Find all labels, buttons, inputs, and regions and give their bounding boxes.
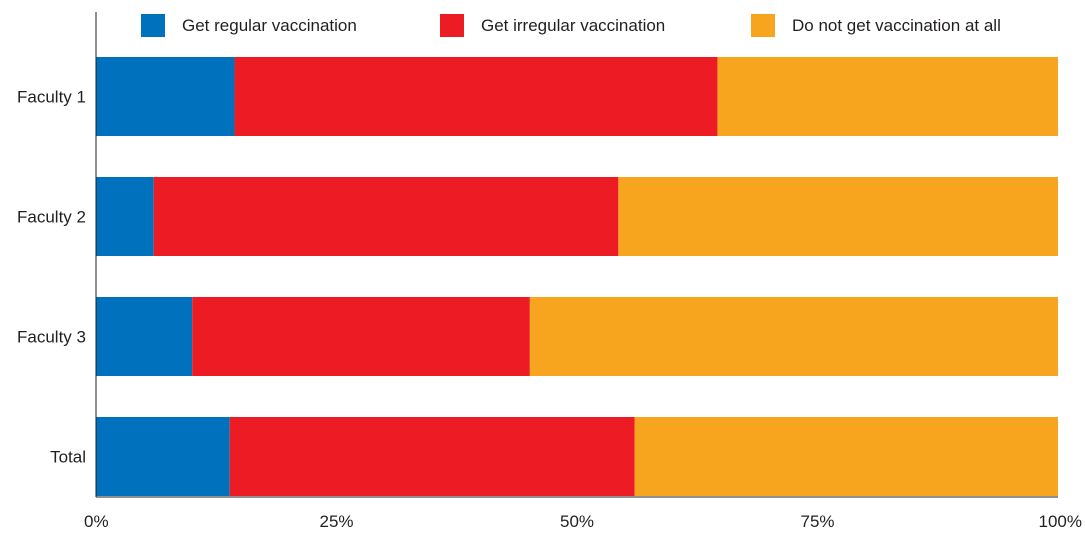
- legend-label-get-regular-vaccination: Get regular vaccination: [182, 16, 357, 35]
- legend-swatch-get-irregular-vaccination: [440, 14, 464, 37]
- x-tick-label-0: 0%: [84, 512, 109, 531]
- bar-faculty-3-do-not-get-vaccination-at-all: [529, 297, 1058, 376]
- legend-item-get-irregular-vaccination: Get irregular vaccination: [440, 14, 665, 37]
- legend-label-do-not-get-vaccination-at-all: Do not get vaccination at all: [792, 16, 1001, 35]
- bar-total-get-irregular-vaccination: [229, 417, 635, 496]
- bar-total-get-regular-vaccination: [96, 417, 230, 496]
- x-tick-label-50: 50%: [560, 512, 594, 531]
- bar-faculty-3-get-regular-vaccination: [96, 297, 193, 376]
- bar-faculty-2-get-irregular-vaccination: [153, 177, 619, 256]
- bar-faculty-2-get-regular-vaccination: [96, 177, 154, 256]
- x-tick-label-100: 100%: [1039, 512, 1082, 531]
- legend-item-get-regular-vaccination: Get regular vaccination: [141, 14, 357, 37]
- legend: Get regular vaccination Get irregular vac…: [141, 14, 1001, 37]
- x-tick-label-75: 75%: [800, 512, 834, 531]
- x-tick-label-25: 25%: [319, 512, 353, 531]
- plot-area: [96, 57, 1058, 496]
- bar-total-do-not-get-vaccination-at-all: [634, 417, 1058, 496]
- legend-swatch-get-regular-vaccination: [141, 14, 165, 37]
- bar-faculty-1-get-irregular-vaccination: [234, 57, 718, 136]
- legend-label-get-irregular-vaccination: Get irregular vaccination: [481, 16, 665, 35]
- bar-faculty-3-get-irregular-vaccination: [192, 297, 530, 376]
- bar-faculty-1-get-regular-vaccination: [96, 57, 235, 136]
- category-label-faculty-1: Faculty 1: [17, 88, 86, 107]
- legend-swatch-do-not-get-vaccination-at-all: [751, 14, 775, 37]
- category-label-faculty-3: Faculty 3: [17, 328, 86, 347]
- bar-faculty-2-do-not-get-vaccination-at-all: [618, 177, 1058, 256]
- bar-faculty-1-do-not-get-vaccination-at-all: [717, 57, 1058, 136]
- category-label-total: Total: [50, 448, 86, 467]
- legend-item-do-not-get-vaccination-at-all: Do not get vaccination at all: [751, 14, 1001, 37]
- axes: Faculty 1 Faculty 2 Faculty 3 Total 0% 25% 50%…: [17, 12, 1082, 531]
- category-label-faculty-2: Faculty 2: [17, 208, 86, 227]
